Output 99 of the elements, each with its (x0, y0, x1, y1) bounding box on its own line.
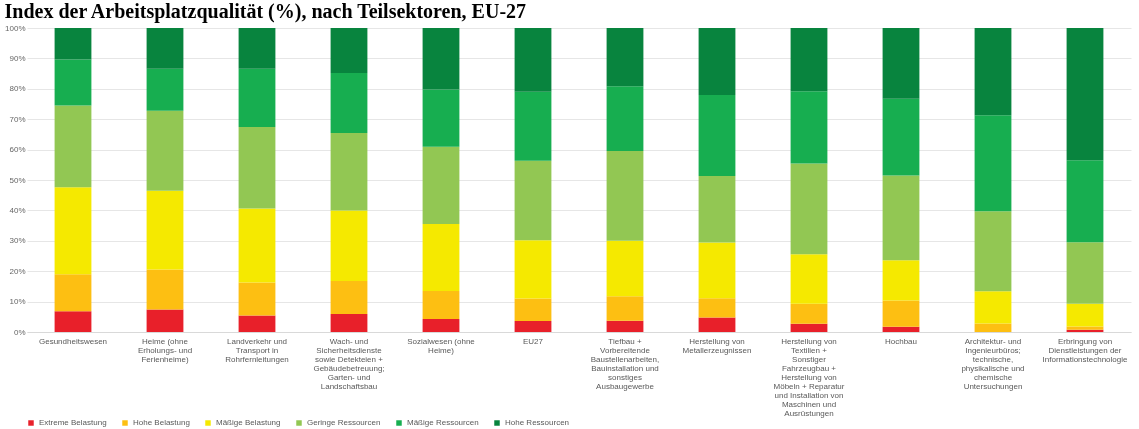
y-tick-label: 90% (9, 53, 26, 63)
bar (422, 146, 460, 225)
legend-label: Mäßige Ressourcen (407, 418, 479, 427)
bar (238, 208, 276, 283)
x-tick-label: Tiefbau + Vorbereitende Baustellenarbeiten, Bauinstallation und sonstiges Ausbaugewerbe (590, 336, 660, 391)
bar (146, 28, 184, 69)
bar (146, 309, 184, 332)
y-tick-label: 60% (9, 145, 26, 155)
bar (882, 175, 920, 261)
y-tick-label: 10% (9, 297, 26, 307)
bar (1066, 303, 1104, 327)
y-tick-label: 50% (9, 175, 26, 185)
bar (790, 163, 828, 255)
bar (790, 323, 828, 332)
bar (514, 298, 552, 322)
bar (606, 86, 644, 152)
bar (606, 296, 644, 321)
bar (514, 240, 552, 299)
bar (514, 160, 552, 241)
bar (238, 127, 276, 209)
chart-title: Index der Arbeitsplatzqualität (%), nach Teilsektoren, EU-27 (4, 0, 527, 23)
bar (422, 89, 460, 147)
bar (54, 28, 92, 60)
bar (330, 210, 368, 281)
bar (698, 176, 736, 243)
bar (606, 151, 644, 241)
bar (1066, 242, 1104, 304)
y-tick-label: 70% (9, 114, 26, 124)
x-tick-label: Sozialwesen (ohne Heime) (407, 336, 476, 355)
bar (790, 303, 828, 324)
bar (514, 91, 552, 161)
bar (882, 98, 920, 176)
bar (54, 274, 92, 312)
bar (698, 28, 736, 95)
legend-label: Mäßige Belastung (216, 418, 281, 427)
x-tick-label: Gesundheitswesen (38, 336, 108, 346)
bar (698, 317, 736, 332)
bar (146, 68, 184, 111)
bar (146, 190, 184, 270)
bar (238, 68, 276, 128)
bar (698, 94, 736, 177)
x-tick-label: Erbringung von Dienstleistungen der Informationstechnologie (1042, 336, 1129, 364)
x-tick-label: EU27 (522, 336, 544, 346)
y-tick-label: 80% (9, 84, 26, 94)
bar (790, 254, 828, 304)
bar (330, 314, 368, 332)
bar (882, 326, 920, 332)
x-tick-label: Architektur- und Ingenieurbüros; technische, physikalische und chemische Untersuchungen (961, 336, 1025, 391)
bar (330, 72, 368, 133)
bar (974, 28, 1012, 116)
bar (790, 91, 828, 164)
bar (422, 318, 460, 332)
y-tick-label: 40% (9, 205, 26, 215)
bar (146, 269, 184, 310)
y-tick-label: 20% (9, 266, 26, 276)
y-tick-label: 100% (5, 23, 26, 33)
bar (882, 260, 920, 301)
bar (54, 311, 92, 332)
bar (422, 28, 460, 90)
bar (238, 315, 276, 332)
bar (974, 115, 1012, 212)
bar (54, 105, 92, 188)
bar (698, 242, 736, 299)
bar (1066, 28, 1104, 161)
x-tick-label: Hochbau (884, 336, 918, 346)
bar (54, 59, 92, 106)
legend-label: Extreme Belastung (39, 418, 107, 427)
bar (422, 224, 460, 291)
bar (974, 323, 1012, 332)
bar (330, 280, 368, 315)
x-tick-label: Wach- und Sicherheitsdienste sowie Detekteien + Gebäudebetreuung; Garten- und Landschaftsbau (313, 336, 385, 391)
bar (790, 28, 828, 92)
legend-label: Geringe Ressourcen (307, 418, 381, 427)
bar (238, 282, 276, 316)
bar (146, 110, 184, 191)
y-tick-label: 0% (13, 327, 26, 337)
bar (422, 290, 460, 319)
bar (54, 187, 92, 275)
bar (606, 320, 644, 332)
y-tick-label: 30% (9, 236, 26, 246)
bar (882, 28, 920, 99)
bar (698, 298, 736, 318)
bar (606, 28, 644, 87)
bar (330, 28, 368, 73)
x-tick-label: Heime (ohne Erholungs- und Ferienheime) (137, 336, 193, 364)
bar (974, 211, 1012, 292)
bar (514, 28, 552, 92)
bar (330, 132, 368, 211)
x-tick-label: Landverkehr und Transport in Rohrfernleitungen (225, 336, 289, 364)
bar (882, 300, 920, 327)
legend-label: Hohe Ressourcen (505, 418, 570, 427)
x-tick-label: Herstellung von Metallerzeugnissen (682, 336, 752, 355)
bar (514, 321, 552, 332)
legend-label: Hohe Belastung (133, 418, 190, 427)
bar (606, 240, 644, 297)
bar (238, 28, 276, 69)
category-label: Herstellung von Textilien + Sonstiger Fahrzeugbau + Herstellung von Möbeln + Reparatur und Installation von Maschinen und Ausrüstungen (773, 336, 845, 418)
bar (1066, 160, 1104, 243)
bar (974, 291, 1012, 324)
